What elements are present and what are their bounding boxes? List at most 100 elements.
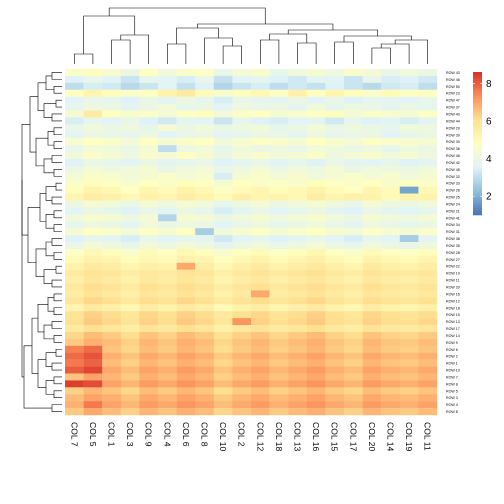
row-label: ROW 44 [446, 119, 460, 123]
heatmap-cell [195, 96, 214, 104]
legend-color-step [473, 179, 482, 182]
heatmap-cell [195, 359, 214, 367]
heatmap-cell [288, 131, 307, 139]
heatmap-cell [139, 221, 159, 229]
heatmap-cell [418, 352, 438, 360]
legend-color-step [473, 176, 482, 180]
heatmap-cell [120, 283, 140, 291]
heatmap-cell [139, 394, 159, 402]
heatmap-cell [269, 325, 289, 333]
heatmap-cell [418, 221, 438, 229]
heatmap-cell [213, 304, 233, 312]
heatmap-cell [251, 408, 270, 416]
heatmap-cell [232, 366, 252, 374]
heatmap-cell [288, 165, 307, 173]
heatmap-cell [418, 345, 438, 353]
heatmap-cell [381, 331, 400, 340]
heatmap-cell [381, 158, 400, 167]
heatmap-cell [251, 338, 270, 346]
heatmap-cell [65, 325, 84, 333]
heatmap-cell [158, 221, 177, 229]
heatmap-cell [139, 345, 159, 353]
heatmap-cell [83, 110, 103, 118]
heatmap-cell [399, 338, 419, 346]
heatmap-cell [269, 242, 289, 250]
heatmap-cell [83, 304, 103, 312]
column-label: COL 19 [404, 422, 414, 452]
heatmap-cell [158, 152, 177, 160]
legend-color-step [473, 198, 482, 201]
heatmap-cell [269, 352, 289, 360]
heatmap-cell [83, 69, 103, 77]
heatmap-cell [232, 345, 252, 353]
heatmap-cell [102, 152, 121, 160]
heatmap-cell [232, 75, 252, 84]
heatmap-cell [65, 172, 84, 180]
dendrogram-branch [45, 75, 54, 91]
heatmap-cell [176, 311, 196, 319]
heatmap-cell [120, 158, 140, 167]
dendrogram-branch [43, 103, 56, 118]
row-label: ROW 45 [446, 168, 460, 172]
heatmap-cell [251, 318, 270, 326]
heatmap-cell [83, 124, 103, 132]
heatmap-cell [288, 408, 307, 416]
heatmap-cell [195, 401, 214, 409]
dendrogram-branch [51, 238, 62, 246]
heatmap-cell [306, 89, 326, 97]
heatmap-cell [418, 158, 438, 167]
heatmap-cell [83, 221, 103, 229]
row-label: ROW 33 [446, 182, 460, 186]
heatmap-cell [176, 331, 196, 340]
heatmap-cell [344, 75, 363, 84]
heatmap-cell [269, 373, 289, 381]
heatmap-cell [399, 331, 419, 340]
heatmap-cell [399, 325, 419, 333]
heatmap-cell [195, 248, 214, 257]
heatmap-cell [362, 359, 382, 367]
heatmap-cell [418, 214, 438, 222]
column-label: COL 11 [423, 422, 433, 451]
dendrogram-branch [394, 39, 428, 64]
heatmap-cell [83, 276, 103, 284]
heatmap-cell [83, 138, 103, 146]
heatmap-cell [158, 200, 177, 208]
heatmap-cell [213, 394, 233, 402]
heatmap-cell [362, 75, 382, 84]
heatmap-cell [176, 248, 196, 257]
row-label: ROW 22 [446, 265, 460, 269]
row-label: ROW 9 [446, 341, 458, 345]
heatmap-cell [306, 304, 326, 312]
heatmap-cell [158, 117, 177, 125]
heatmap-cell [83, 318, 103, 326]
heatmap-cell [176, 262, 196, 270]
heatmap-cell [195, 228, 214, 236]
heatmap-cell [399, 152, 419, 160]
heatmap-cell [399, 75, 419, 84]
heatmap-cell [325, 103, 345, 111]
heatmap-cell [232, 269, 252, 277]
row-label: ROW 18 [446, 306, 460, 310]
heatmap-cell [139, 359, 159, 367]
heatmap-cell [325, 401, 345, 409]
heatmap-cell [213, 338, 233, 346]
heatmap-cell [306, 290, 326, 298]
heatmap-cell [213, 311, 233, 319]
heatmap-cell [381, 165, 400, 173]
heatmap-cell [83, 235, 103, 243]
heatmap-cell [83, 158, 103, 167]
heatmap-cell [381, 69, 400, 77]
heatmap-cell [65, 124, 84, 132]
row-label: ROW 25 [446, 196, 460, 200]
heatmap-cell [213, 248, 233, 257]
heatmap-cell [120, 248, 140, 257]
heatmap-cell [120, 255, 140, 263]
heatmap-cell [288, 145, 307, 153]
heatmap-cell [213, 110, 233, 118]
column-label: COL 6 [181, 422, 191, 447]
heatmap-cell [176, 117, 196, 125]
heatmap-cell [102, 242, 121, 250]
heatmap-cell [381, 110, 400, 118]
heatmap-cell [102, 401, 121, 409]
heatmap-cell [399, 103, 419, 111]
